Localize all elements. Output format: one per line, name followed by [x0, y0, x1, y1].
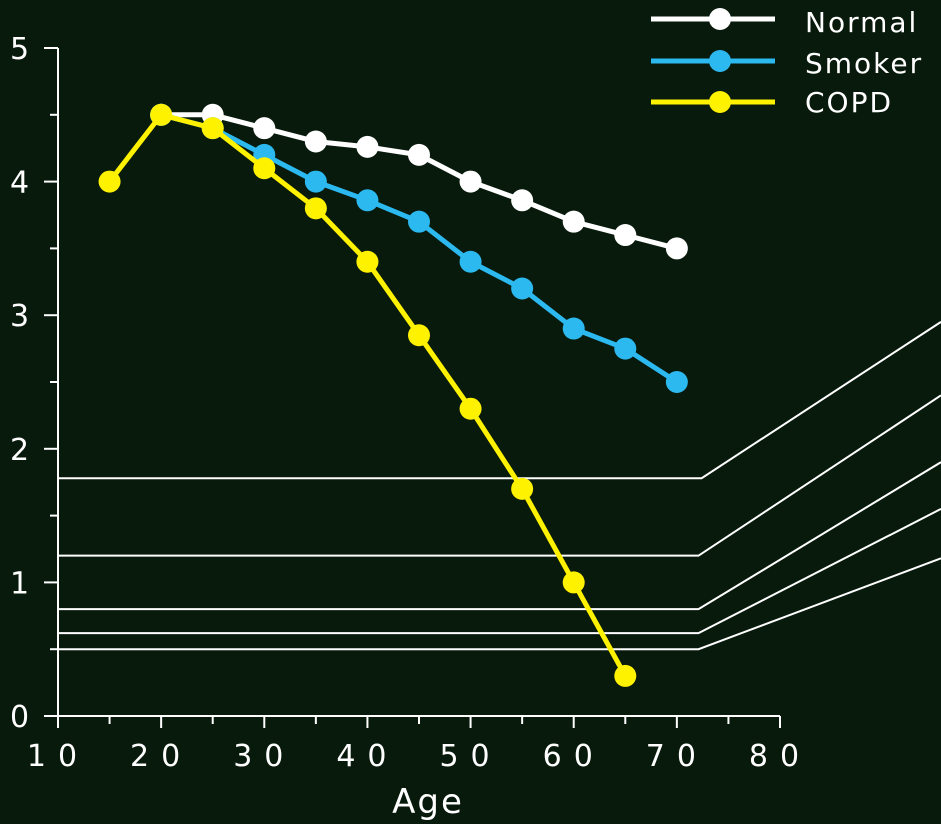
x-tick-label: 10	[27, 739, 89, 774]
y-tick-label: 4	[10, 166, 29, 201]
series-copd	[98, 103, 637, 687]
data-point-smoker	[356, 189, 379, 212]
y-tick-label: 5	[10, 32, 29, 67]
reference-lines	[58, 321, 941, 651]
data-point-copd	[201, 117, 224, 140]
legend-marker-smoker	[709, 50, 731, 72]
x-tick-label: 80	[749, 739, 811, 774]
legend-marker-copd	[709, 91, 731, 113]
legend-item-smoker: Smoker	[651, 47, 923, 80]
data-point-copd	[562, 571, 585, 594]
reference-line-4	[58, 508, 941, 635]
y-tick-label: 2	[10, 433, 29, 468]
data-point-copd	[511, 477, 534, 500]
legend-item-copd: COPD	[651, 86, 893, 119]
x-tick-label: 60	[543, 739, 605, 774]
data-point-normal	[614, 224, 637, 247]
data-point-copd	[614, 664, 637, 687]
data-point-normal	[408, 143, 430, 166]
legend-label-smoker: Smoker	[805, 47, 923, 80]
x-tick-label: 70	[646, 739, 708, 774]
data-point-smoker	[304, 170, 327, 193]
y-ticks: 0 1 2 3 4 5	[10, 32, 58, 735]
x-tick-label: 40	[336, 739, 398, 774]
x-tick-label: 50	[439, 739, 501, 774]
data-point-normal	[562, 210, 585, 233]
reference-line-5	[58, 557, 941, 651]
series-layer	[98, 103, 688, 687]
data-point-copd	[356, 250, 379, 273]
y-tick-label: 1	[10, 566, 29, 601]
data-point-normal	[253, 117, 276, 140]
data-point-copd	[304, 197, 327, 220]
data-point-normal	[665, 237, 688, 260]
legend-item-normal: Normal	[651, 6, 918, 39]
legend-label-copd: COPD	[805, 86, 893, 119]
data-point-normal	[511, 189, 534, 212]
data-point-smoker	[562, 317, 585, 340]
data-point-smoker	[408, 210, 430, 233]
legend: Normal Smoker COPD	[651, 6, 923, 119]
data-point-copd	[150, 103, 173, 126]
x-ticks: 10 20 30 40 50 60 70 80	[27, 716, 811, 774]
data-point-copd	[459, 397, 482, 420]
data-point-smoker	[665, 371, 688, 393]
data-point-copd	[408, 324, 430, 347]
reference-line-2	[58, 394, 941, 557]
data-point-copd	[98, 170, 121, 193]
data-point-normal	[459, 170, 482, 193]
reference-line-3	[58, 461, 941, 611]
legend-marker-normal	[709, 8, 731, 30]
legend-label-normal: Normal	[805, 6, 918, 39]
y-tick-label: 0	[10, 700, 29, 735]
x-tick-label: 20	[130, 739, 192, 774]
data-point-normal	[304, 130, 327, 153]
data-point-normal	[356, 135, 379, 158]
y-tick-label: 3	[10, 299, 29, 334]
data-point-smoker	[511, 277, 534, 300]
x-axis-title: Age	[392, 782, 464, 822]
data-point-copd	[253, 157, 276, 180]
data-point-smoker	[459, 250, 482, 273]
data-point-smoker	[614, 337, 637, 360]
reference-line-1	[58, 321, 941, 480]
x-tick-label: 30	[233, 739, 295, 774]
